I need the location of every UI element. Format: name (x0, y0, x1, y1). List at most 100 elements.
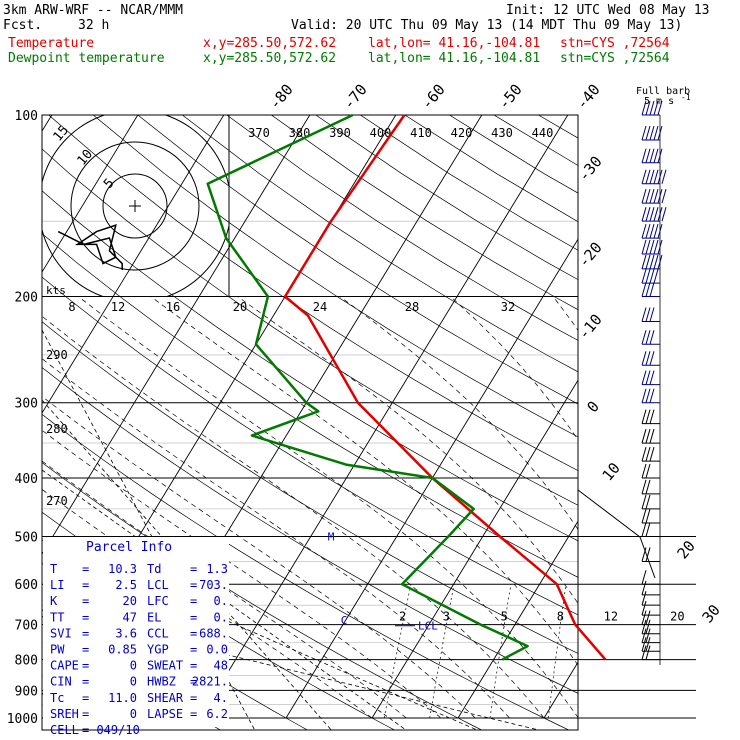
wind-barb-flag (641, 169, 647, 184)
wind-barb-flag (645, 330, 651, 345)
parcel-key: CCL (147, 626, 169, 640)
init-time: Init: 12 UTC Wed 08 May 13 (506, 3, 710, 18)
wind-barb-flag (645, 610, 651, 625)
wind-barb-flag (641, 637, 647, 652)
inset-xtick: 28 (405, 300, 419, 314)
isotherm-line (371, 379, 578, 719)
dry-adiabat (42, 190, 578, 542)
inset-theta-line (42, 539, 479, 730)
dry-adiabat (42, 321, 578, 654)
wind-barb (641, 591, 660, 606)
wind-barb-flag (657, 223, 663, 239)
hodograph-ring-label: 15 (51, 123, 73, 145)
wind-barb-flag (657, 169, 663, 184)
wind-barb (641, 463, 660, 479)
wind-barb (641, 330, 660, 345)
theta-label: 420 (451, 126, 473, 140)
wind-barb (641, 282, 660, 298)
hodograph-ring-label: 10 (75, 147, 97, 169)
isotherm-line (199, 115, 569, 719)
wind-barb (641, 447, 660, 462)
parcel-value: 10.3 (108, 562, 137, 576)
dry-adiabat (137, 115, 578, 405)
isotherm-label: -50 (495, 81, 526, 113)
parcel-key: LI (50, 578, 64, 592)
wind-barb-flag (649, 409, 655, 424)
wind-barb-flag (661, 207, 667, 222)
wind-barb-flag (649, 100, 655, 116)
wind-barb-flag (641, 268, 647, 284)
isotherm-line (42, 115, 311, 555)
wind-barb (641, 428, 660, 444)
wind-barb-flag (645, 494, 651, 510)
wind-barb-flag (645, 479, 651, 495)
parcel-eq: = (82, 610, 89, 624)
wind-barb (641, 600, 660, 616)
parcel-value: 3.6 (115, 626, 137, 640)
isotherm-label: -70 (340, 81, 371, 113)
wind-barb-flag (641, 628, 647, 643)
wind-barb-flag (641, 428, 647, 444)
isotherm-label: 10 (598, 459, 623, 484)
wind-barb-flag (645, 100, 651, 116)
parcel-key: EL (147, 610, 161, 624)
temperature-station: stn=CYS ,72564 (560, 36, 670, 51)
moist-adiabat (450, 296, 578, 441)
wind-barb (641, 351, 660, 366)
wind-barb-flag (641, 463, 647, 479)
dewpoint-xy: x,y=285.50,572.62 (203, 51, 337, 66)
parcel-key: CIN (50, 675, 72, 689)
parcel-value: 20 (123, 594, 137, 608)
parcel-eq: = (190, 594, 197, 608)
mixing-ratio-line (601, 584, 616, 718)
wind-barb-flag (641, 125, 647, 141)
wind-barb-flag (645, 239, 651, 255)
isotherm-line (42, 115, 139, 273)
wind-barb-flag (653, 207, 659, 222)
isotherm-label: -80 (266, 81, 297, 113)
wind-barb (641, 223, 663, 239)
parcel-key: TT (50, 610, 64, 624)
inset-ytick: 270 (46, 494, 68, 508)
dry-adiabat (449, 115, 578, 194)
wind-barb-flag (657, 148, 663, 163)
wind-barb (641, 169, 667, 185)
parcel-info-title: Parcel Info (86, 540, 172, 555)
pressure-tick-label: 500 (15, 530, 38, 545)
parcel-eq: = (82, 626, 89, 640)
theta-label: 440 (532, 126, 554, 140)
wind-barb-flag (657, 100, 663, 116)
wind-barb-flag (645, 268, 651, 284)
parcel-key: CELL (50, 723, 79, 737)
wind-barb-flag (649, 351, 655, 366)
parcel-key: CAPE (50, 659, 79, 673)
wind-barb-flag (657, 254, 663, 270)
theta-label: 390 (329, 126, 351, 140)
dewpoint-legend: Dewpoint temperature (8, 51, 165, 66)
parcel-eq: = (82, 707, 89, 721)
parcel-eq: = (82, 562, 89, 576)
wind-barb (641, 522, 660, 537)
inset-xtick: 8 (68, 300, 75, 314)
dry-adiabat (42, 366, 578, 694)
temperature-xy: x,y=285.50,572.62 (203, 36, 337, 51)
wind-barb-flag (649, 307, 655, 322)
forecast-hours: 32 h (78, 18, 110, 33)
wind-barb-flag (649, 370, 655, 385)
wind-barb-flag (649, 330, 655, 345)
isotherm-label: 30 (698, 601, 723, 626)
wind-barb-flag (653, 239, 659, 255)
wind-barb (641, 547, 660, 562)
wind-barb-flag (641, 600, 647, 616)
dry-adiabat (182, 115, 578, 373)
wind-barb-flag (661, 169, 667, 184)
isotherm-line (285, 238, 578, 719)
wind-barb (641, 125, 663, 141)
wind-barb-flag (645, 307, 651, 322)
parcel-eq: = (82, 578, 89, 592)
parcel-key: SWEAT (147, 659, 183, 673)
wind-barb-flag (653, 268, 659, 284)
wind-barb-flag (641, 570, 647, 585)
inset-ytick: 280 (46, 422, 68, 436)
wind-barb-flag (641, 547, 647, 562)
